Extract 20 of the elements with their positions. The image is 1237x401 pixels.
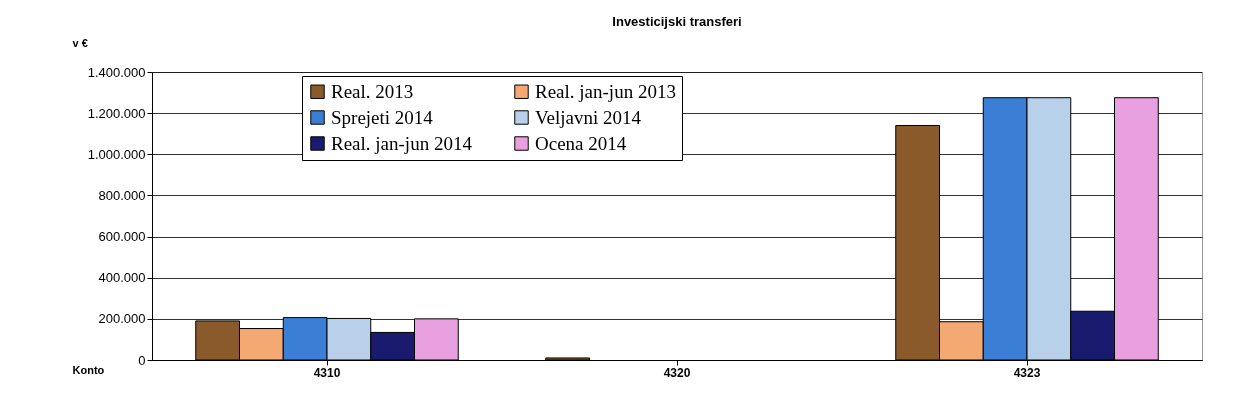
x-tick-label: 4320 xyxy=(663,365,691,380)
y-tick-label: 1.200.000 xyxy=(87,105,146,121)
chart-title: Investicijski transferi xyxy=(612,14,742,29)
y-tick-label: 600.000 xyxy=(98,229,146,245)
y-axis-title: v € xyxy=(72,36,88,49)
y-tick-label: 1.400.000 xyxy=(87,64,146,80)
y-tick-label: 200.000 xyxy=(98,311,146,327)
y-tick-label: 1.000.000 xyxy=(87,146,146,162)
legend-label: Real. jan-jun 2014 xyxy=(331,132,473,154)
x-tick-label: 4323 xyxy=(1013,365,1041,380)
legend-label: Ocena 2014 xyxy=(535,132,627,154)
legend-label: Real. 2013 xyxy=(331,80,414,102)
x-tick-label: 4310 xyxy=(313,365,341,380)
legend-label: Sprejeti 2014 xyxy=(331,106,434,128)
x-axis-title: Konto xyxy=(72,363,105,376)
legend-label: Real. jan-jun 2013 xyxy=(535,80,676,102)
y-tick-label: 0 xyxy=(138,352,146,368)
y-tick-label: 400.000 xyxy=(98,270,146,286)
legend-label: Veljavni 2014 xyxy=(535,106,642,128)
y-tick-label: 800.000 xyxy=(98,187,146,203)
